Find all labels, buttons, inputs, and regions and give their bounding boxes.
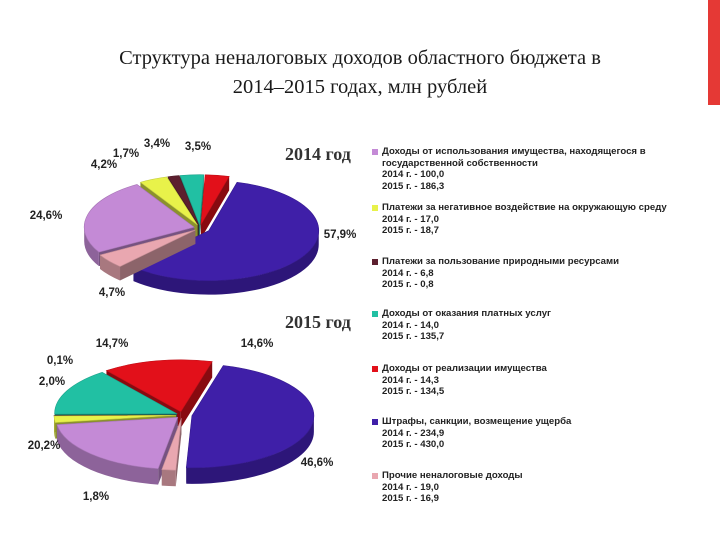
legend-value-2015: 2015 г. - 18,7: [382, 225, 439, 236]
slice-rim-0-0-0: [133, 230, 319, 295]
slice-label-1-1: 1,8%: [83, 491, 109, 503]
legend-item: Доходы от оказания платных услуг 2014 г. …: [372, 308, 692, 343]
year-label-2014: 2014 год: [285, 144, 351, 164]
legend-value-2015: 2015 г. - 430,0: [382, 439, 445, 450]
slice-label-0-6: 3,5%: [185, 141, 211, 153]
slice-label-1-4: 0,1%: [47, 355, 73, 367]
slice-label-1-6: 14,6%: [241, 338, 274, 350]
slice-label-0-2: 24,6%: [30, 210, 63, 222]
slice-label-1-3: 2,0%: [39, 376, 65, 388]
pie-slice-1-6: [105, 359, 213, 413]
slice-wall-0-6-1: [200, 176, 230, 239]
slice-rim-1-1-0: [161, 469, 176, 487]
legend-value-2015: 2015 г. - 16,9: [382, 493, 439, 504]
legend-label: Платежи за негативное воздействие на окр…: [382, 202, 667, 213]
pie-slice-0-1: [99, 229, 196, 267]
legend-value-2015: 2015 г. - 0,8: [382, 279, 434, 290]
pie-slice-1-5: [54, 372, 178, 415]
legend-item: Платежи за негативное воздействие на окр…: [372, 202, 692, 237]
pie-slice-0-6: [200, 174, 230, 225]
pie-2015: 46,6% 1,8% 20,2% 2,0% 0,1% 14,7% 14,6%: [28, 338, 334, 503]
legend-swatch: [372, 473, 378, 479]
legend-item: Платежи за пользование природными ресурс…: [372, 256, 692, 291]
slice-label-1-2: 20,2%: [28, 440, 61, 452]
legend-value-2014: 2014 г. - 14,3: [382, 374, 439, 386]
slice-rim-0-2-0: [84, 227, 99, 267]
legend-label: Доходы от использования имущества, наход…: [382, 146, 646, 169]
slice-label-0-3: 4,2%: [91, 159, 117, 171]
legend-swatch: [372, 205, 378, 211]
legend-label: Прочие неналоговые доходы: [382, 470, 523, 481]
legend-label: Платежи за пользование природными ресурс…: [382, 256, 619, 267]
slice-label-0-5: 3,4%: [144, 138, 170, 150]
slice-label-1-0: 46,6%: [301, 457, 334, 469]
legend-item: Штрафы, санкции, возмещение ущерба 2014 г…: [372, 416, 692, 451]
slice-label-0-4: 1,7%: [113, 148, 139, 160]
legend-item: Доходы от реализации имущества 2014 г. - …: [372, 363, 692, 398]
legend-label: Штрафы, санкции, возмещение ущерба: [382, 416, 572, 427]
slice-label-0-1: 4,7%: [99, 287, 125, 299]
legend-value-2014: 2014 г. - 17,0: [382, 213, 439, 225]
legend-swatch: [372, 149, 378, 155]
legend-value-2015: 2015 г. - 135,7: [382, 331, 445, 342]
pie-2014: 57,9% 4,7% 24,6% 4,2%1,7% 3,4% 3,5%: [30, 138, 357, 299]
legend-value-2015: 2015 г. - 134,5: [382, 386, 445, 397]
legend-swatch: [372, 259, 378, 265]
pie-slice-0-4: [167, 175, 199, 225]
legend-swatch: [372, 311, 378, 317]
pie-slice-0-3: [139, 176, 198, 226]
legend-value-2014: 2014 г. - 14,0: [382, 319, 439, 331]
pie-slice-1-2: [56, 416, 179, 469]
slice-label-1-5: 14,7%: [96, 338, 129, 350]
legend-swatch: [372, 419, 378, 425]
legend-value-2014: 2014 г. - 6,8: [382, 267, 434, 279]
title-line-1: Структура неналоговых доходов областного…: [119, 47, 601, 69]
pie-slice-1-1: [161, 418, 182, 471]
slice-wall-1-6-1: [180, 361, 213, 428]
legend-value-2014: 2014 г. - 234,9: [382, 427, 445, 439]
accent-bar: [708, 0, 720, 105]
pie-slice-0-0: [132, 182, 319, 281]
pie-slice-0-2: [83, 184, 195, 253]
legend-value-2014: 2014 г. - 19,0: [382, 481, 439, 493]
legend-swatch: [372, 366, 378, 372]
legend-value-2014: 2014 г. - 100,0: [382, 169, 445, 180]
legend-label: Доходы от реализации имущества: [382, 363, 547, 374]
legend-value-2015: 2015 г. - 186,3: [382, 180, 445, 192]
pie-slice-1-3: [53, 414, 177, 423]
legend-item: Прочие неналоговые доходы 2014 г. - 19,0 2…: [372, 470, 692, 505]
legend-item: Доходы от использования имущества, наход…: [372, 146, 692, 192]
slice-label-0-0: 57,9%: [324, 229, 357, 241]
slice-rim-1-2-0: [56, 424, 159, 485]
pie-slice-0-5: [179, 174, 205, 225]
pie-slice-1-0: [185, 365, 315, 469]
legend-label: Доходы от оказания платных услуг: [382, 308, 552, 319]
title-line-2: 2014–2015 годах, млн рублей: [232, 76, 488, 98]
page-title: Структура неналоговых доходов областного…: [30, 44, 690, 102]
slice-rim-0-1-0: [100, 255, 121, 281]
year-label-2015: 2015 год: [285, 312, 351, 332]
